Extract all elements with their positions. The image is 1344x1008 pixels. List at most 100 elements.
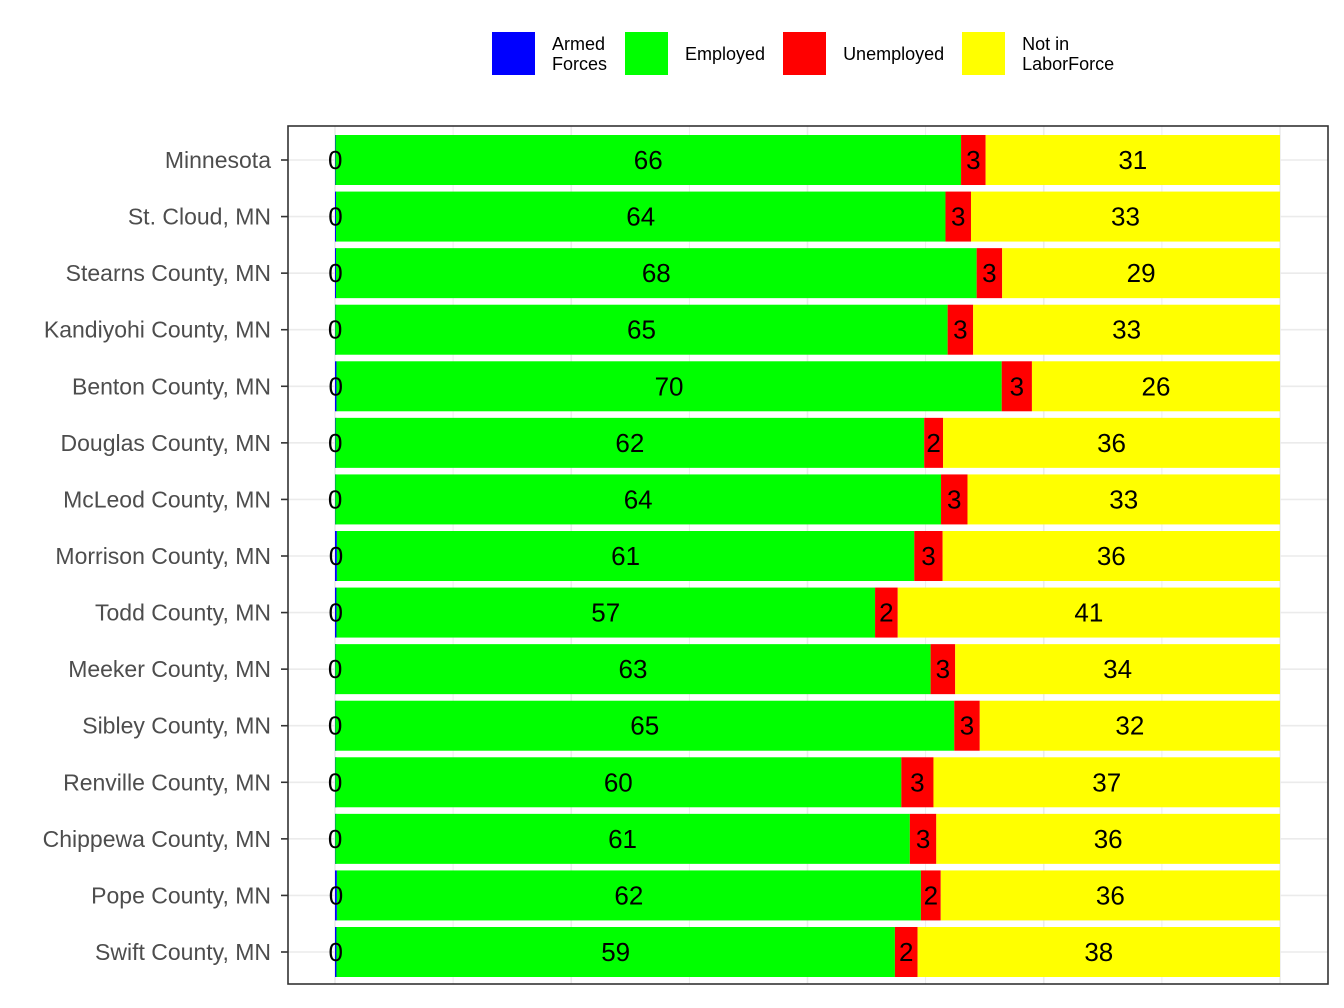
data-label: 3 xyxy=(966,145,980,175)
data-label: 36 xyxy=(1096,880,1125,910)
bar-segment xyxy=(875,587,898,638)
bar-segment xyxy=(914,531,943,581)
bar-segment xyxy=(894,927,918,977)
data-label: 36 xyxy=(1094,824,1123,854)
bar-segment xyxy=(897,587,1280,638)
data-label: 0 xyxy=(328,315,342,345)
data-label: 0 xyxy=(328,202,342,232)
bar-segment xyxy=(909,813,937,864)
data-label: 0 xyxy=(328,598,342,628)
legend-key xyxy=(492,32,535,75)
bar-segment xyxy=(942,531,1280,581)
data-label: 64 xyxy=(624,484,653,514)
bar-segment xyxy=(335,191,946,242)
data-label: 38 xyxy=(1084,937,1113,967)
data-label: 0 xyxy=(328,371,342,401)
bar-segment xyxy=(941,474,968,525)
bar-segment xyxy=(1031,361,1280,412)
bar-segment xyxy=(947,304,974,355)
y-tick-label: Morrison County, MN xyxy=(55,543,271,569)
legend-key xyxy=(783,32,827,75)
data-label: 0 xyxy=(328,711,342,741)
data-label: 0 xyxy=(328,824,342,854)
y-tick-label: St. Cloud, MN xyxy=(128,204,271,230)
legend-label: Armed Forces xyxy=(552,33,608,74)
bar-segment xyxy=(967,474,1280,525)
data-label: 66 xyxy=(634,145,663,175)
data-label: 61 xyxy=(608,824,637,854)
data-label: 3 xyxy=(947,484,961,514)
y-tick-label: Douglas County, MN xyxy=(61,430,272,456)
bar-segment xyxy=(335,191,337,242)
data-label: 36 xyxy=(1097,541,1126,571)
data-label: 31 xyxy=(1118,145,1147,175)
data-label: 0 xyxy=(329,880,343,910)
y-tick-label: Benton County, MN xyxy=(72,373,271,399)
bar-segment xyxy=(335,644,931,695)
bar-segment xyxy=(961,135,986,185)
y-tick-label: Pope County, MN xyxy=(91,882,271,908)
data-label: 60 xyxy=(604,767,633,797)
y-tick-label: Swift County, MN xyxy=(95,939,271,965)
legend-key xyxy=(625,32,669,75)
data-label: 2 xyxy=(924,880,938,910)
bar-segment xyxy=(901,757,934,808)
y-tick-label: Renville County, MN xyxy=(63,769,271,795)
legend-label: Not in LaborForce xyxy=(1022,33,1115,74)
bar-segment xyxy=(335,474,942,525)
data-label: 3 xyxy=(910,767,924,797)
data-label: 70 xyxy=(655,371,684,401)
data-label: 3 xyxy=(921,541,935,571)
y-tick-label: Kandiyohi County, MN xyxy=(44,317,271,343)
bar-segment xyxy=(335,587,337,638)
bar-segment xyxy=(335,248,337,299)
bar-segment xyxy=(933,757,1280,808)
data-label: 2 xyxy=(879,598,893,628)
bar-segment xyxy=(335,361,337,412)
bar-segment xyxy=(917,927,1280,977)
bar-segment xyxy=(985,135,1280,185)
data-label: 3 xyxy=(982,258,996,288)
bar-segment xyxy=(955,644,1280,695)
legend: Armed Forces Employed Unemployed Not in Lab… xyxy=(492,32,1132,75)
data-label: 0 xyxy=(328,484,342,514)
data-label: 65 xyxy=(630,711,659,741)
bar-segment xyxy=(920,870,941,921)
data-label: 3 xyxy=(960,711,974,741)
bar-segment xyxy=(954,700,980,751)
data-label: 41 xyxy=(1074,598,1103,628)
data-label: 3 xyxy=(916,824,930,854)
data-label: 0 xyxy=(328,767,342,797)
bar-segment xyxy=(979,700,1280,751)
y-tick-label: Todd County, MN xyxy=(95,600,271,626)
bar-segment xyxy=(336,587,876,638)
bar-segment xyxy=(335,248,977,299)
data-label: 37 xyxy=(1092,767,1121,797)
data-label: 62 xyxy=(614,880,643,910)
data-label: 61 xyxy=(611,541,640,571)
bar-segment xyxy=(335,813,910,864)
data-label: 59 xyxy=(601,937,630,967)
bar-segment xyxy=(940,870,1280,921)
bar-segment xyxy=(336,531,915,581)
data-label: 0 xyxy=(328,937,342,967)
data-label: 68 xyxy=(642,258,671,288)
bar-segment xyxy=(335,700,955,751)
y-tick-label: Minnesota xyxy=(165,147,271,173)
bar-segment xyxy=(1002,248,1280,299)
y-tick-label: Meeker County, MN xyxy=(68,656,271,682)
data-label: 3 xyxy=(951,202,965,232)
data-label: 3 xyxy=(936,654,950,684)
bar-segment xyxy=(943,417,1280,468)
bar-segment xyxy=(335,304,948,355)
y-tick-label: Stearns County, MN xyxy=(66,260,271,286)
data-label: 0 xyxy=(329,541,343,571)
bar-segment xyxy=(335,417,925,468)
data-label: 2 xyxy=(926,428,940,458)
data-label: 64 xyxy=(626,202,655,232)
data-label: 34 xyxy=(1103,654,1132,684)
bar-segment xyxy=(336,927,895,977)
bar-segment xyxy=(336,361,1002,412)
bar-segment xyxy=(1001,361,1032,412)
y-tick-label: Chippewa County, MN xyxy=(43,826,271,852)
